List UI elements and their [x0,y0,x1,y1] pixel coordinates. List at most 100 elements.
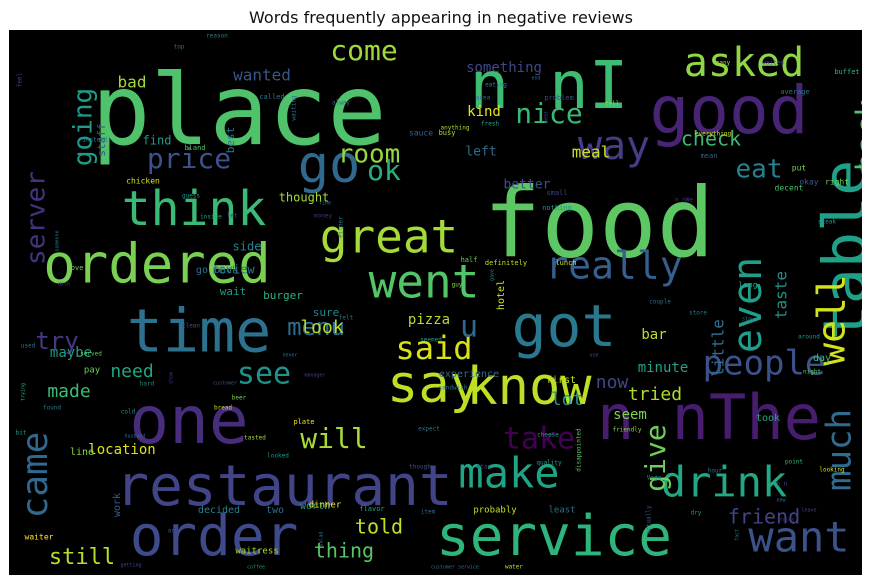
word-end: end [531,76,540,82]
word-wanted: wanted [233,66,291,85]
word-way: way [578,123,650,169]
word-inside: inside [200,214,222,221]
word-customer: customer [213,381,237,387]
word-see: see [237,357,291,392]
word-told: told [355,515,403,539]
word-hotel: hotel [496,280,507,310]
word-review: review [211,263,255,277]
word-still: still [49,545,115,570]
word-said: said [395,329,472,367]
word-everything: everything [695,131,732,138]
word-leave: leave [801,508,816,514]
word-fresh: fresh [481,121,499,128]
word-place: place [91,54,386,168]
word-little: little [709,319,728,377]
word-great: great [320,210,458,264]
word-n-ni: n nI [470,47,629,124]
word-maybe: maybe [50,345,92,361]
word-taste: taste [772,271,791,319]
word-dish: dish [58,282,70,288]
word-decided: decided [198,505,240,516]
word-order: order [130,504,299,569]
word-served: served [80,351,102,358]
word-go: go [298,135,361,195]
word-someone: someone [55,230,61,251]
word-bread: bread [214,405,232,412]
word-day: day [813,353,831,364]
word-think: think [122,181,267,237]
word-know: know [466,357,592,417]
word-felt: felt [339,315,354,322]
word-problem: problem [544,94,574,102]
word-definitely: definitely [485,259,527,267]
word-waiter: waiter [25,533,54,542]
word-fact: fact [735,529,741,541]
word-nice: nice [515,97,582,130]
word-look: look [300,317,344,338]
word-room: room [338,140,401,170]
word-top: top [174,44,185,51]
word-quality: quality [536,460,562,467]
word-will: will [300,422,367,455]
word-pizza: pizza [408,312,450,328]
word-customer-service: customer service [431,565,479,571]
word-really: really [545,244,682,288]
word-waiting: waiting [291,95,298,121]
word-looked: looked [267,453,289,460]
word-least: least [548,506,575,516]
word-worth: worth [300,501,330,512]
word-mean: mean [701,152,718,160]
word-work: work [112,493,123,517]
word-find: find [143,134,172,148]
word-guess: guess [182,193,200,200]
word-plate: plate [293,418,314,426]
word-take: take [503,422,575,457]
wordcloud-canvas: place food n nI good one n nThe restaurant serv… [9,30,862,575]
word-better: better [504,178,551,193]
word-seem: seem [613,407,647,423]
word-hard: hard [140,381,155,388]
word-average: average [780,88,810,96]
word-steak: steak [818,219,836,226]
word-night: night [803,369,821,376]
word-ok: ok [367,154,401,187]
word-burger: burger [263,289,303,302]
word-much: much [820,409,860,491]
word-actually: actually [646,505,653,534]
word-hour: hour [708,468,723,475]
word-okay: okay [799,178,818,187]
word-went: went [369,255,480,309]
word-tell: tell [605,101,620,108]
word-location: location [88,442,155,458]
word-side: side [233,240,262,254]
word-many: many [716,60,731,67]
word-decent: decent [775,184,804,193]
word-star: star [477,464,492,471]
word-seemed: seemed [420,337,442,344]
word-n-nthe: n nThe [597,381,821,454]
word-well: well [810,274,854,366]
word-u: u [460,310,478,345]
word-clean: clean [182,323,200,330]
word-server: server [22,171,52,265]
word-right: right [825,178,849,187]
word-dry: dry [691,510,702,517]
word-took: took [756,413,780,424]
word-use: use [589,353,598,359]
chart-title: Words frequently appearing in negative r… [249,8,633,27]
word-bit: bit [16,430,27,437]
word-anything: anything [441,125,470,132]
word-waited: waited [762,60,784,67]
word-eating: eating [485,82,507,89]
word-manager: manager [304,373,325,379]
word-meal: meal [572,143,611,162]
word-first: first [546,375,576,386]
word-bland: bland [184,144,205,152]
word-experience: experience [439,369,499,380]
word-guy: guy [452,282,463,289]
word-feel: feel [17,72,24,87]
word-sandwich: sandwich [439,385,468,392]
word-ask: ask [168,528,179,535]
word-want: want [748,513,849,562]
